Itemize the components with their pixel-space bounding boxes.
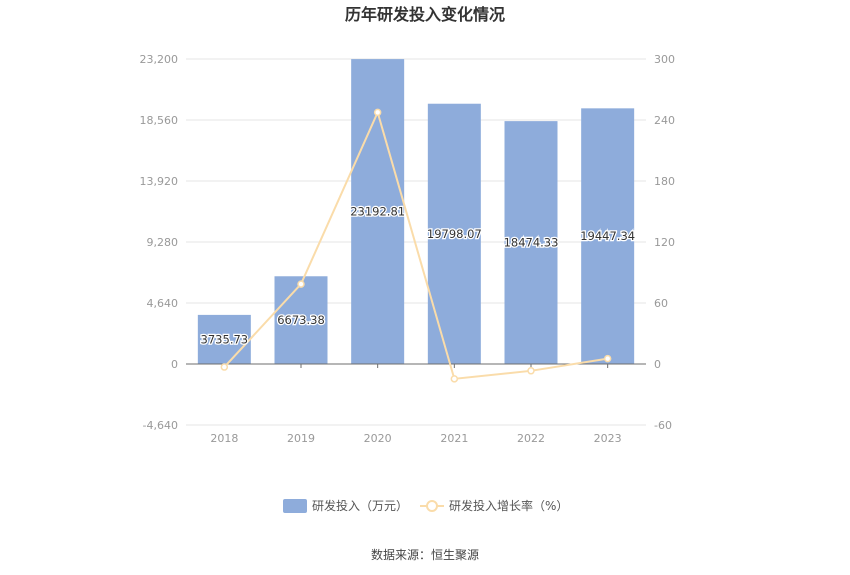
bar [581,108,635,365]
right-tick-label: 180 [654,175,675,188]
bar [274,276,328,364]
right-tick-label: 300 [654,53,675,66]
growth-rate-point [603,354,612,363]
x-tick-label: 2020 [364,432,392,445]
growth-rate-point [220,363,229,371]
legend-line-label: 研发投入增长率（%） [449,498,568,513]
x-axis: 2018 2019 2020 2021 2022 2023 [186,363,646,445]
bar-data-labels: 3735.73 6673.38 23192.81 19798.07 18474.33 19… [199,203,636,347]
left-tick-label: 23,200 [140,53,179,66]
right-tick-label: -60 [654,419,672,432]
growth-rate-point [373,108,382,117]
growth-rate-point [297,280,305,288]
x-tick-label: 2019 [287,432,315,445]
gridlines [186,58,646,426]
legend-bar-swatch [283,499,307,513]
growth-rate-line [223,109,608,380]
data-source: 数据来源：恒生聚源 [371,547,479,562]
growth-rate-point [450,375,459,383]
bar [504,121,558,364]
right-tick-label: 60 [654,297,668,310]
legend-line-marker [426,500,438,512]
bar-series [197,59,635,365]
x-tick-label: 2021 [440,432,468,445]
left-tick-label: 18,560 [140,114,179,127]
left-tick-label: 4,640 [147,297,179,310]
bar-value-label: 3735.73 [201,332,249,346]
left-tick-label: -4,640 [143,419,178,432]
x-tick-label: 2022 [517,432,545,445]
bar-value-label: 18474.33 [504,236,559,250]
right-tick-label: 120 [654,236,675,249]
legend[interactable]: 研发投入（万元） 研发投入增长率（%） [283,498,568,513]
legend-bar-label: 研发投入（万元） [312,498,408,513]
right-tick-label: 240 [654,114,675,127]
left-tick-label: 9,280 [147,236,179,249]
left-tick-label: 13,920 [140,175,179,188]
growth-rate-point [527,367,535,375]
line-series [220,108,612,383]
bar [197,314,251,364]
left-tick-label: 0 [171,358,178,371]
chart-title: 历年研发投入变化情况 [345,5,505,24]
right-tick-label: 0 [654,358,661,371]
x-tick-label: 2018 [210,432,238,445]
bar-value-label: 19447.34 [580,229,635,243]
bar-value-label: 19798.07 [427,227,482,241]
x-tick-label: 2023 [594,432,622,445]
bar-value-label: 23192.81 [350,205,405,219]
bar-value-label: 6673.38 [277,313,325,327]
right-axis: 300 240 180 120 60 0 -60 [654,53,675,432]
left-axis: 23,200 18,560 13,920 9,280 4,640 0 -4,640 [140,53,179,432]
